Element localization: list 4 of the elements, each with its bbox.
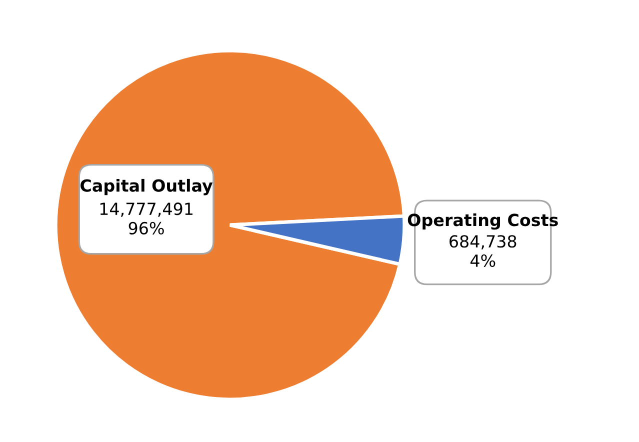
data-label: 684,738 4% [450,235,516,267]
slice-label: Capital Outlay [80,178,213,196]
slice-label: Operating Costs [408,213,558,230]
data-label: 14,777,491 96% [100,202,192,234]
